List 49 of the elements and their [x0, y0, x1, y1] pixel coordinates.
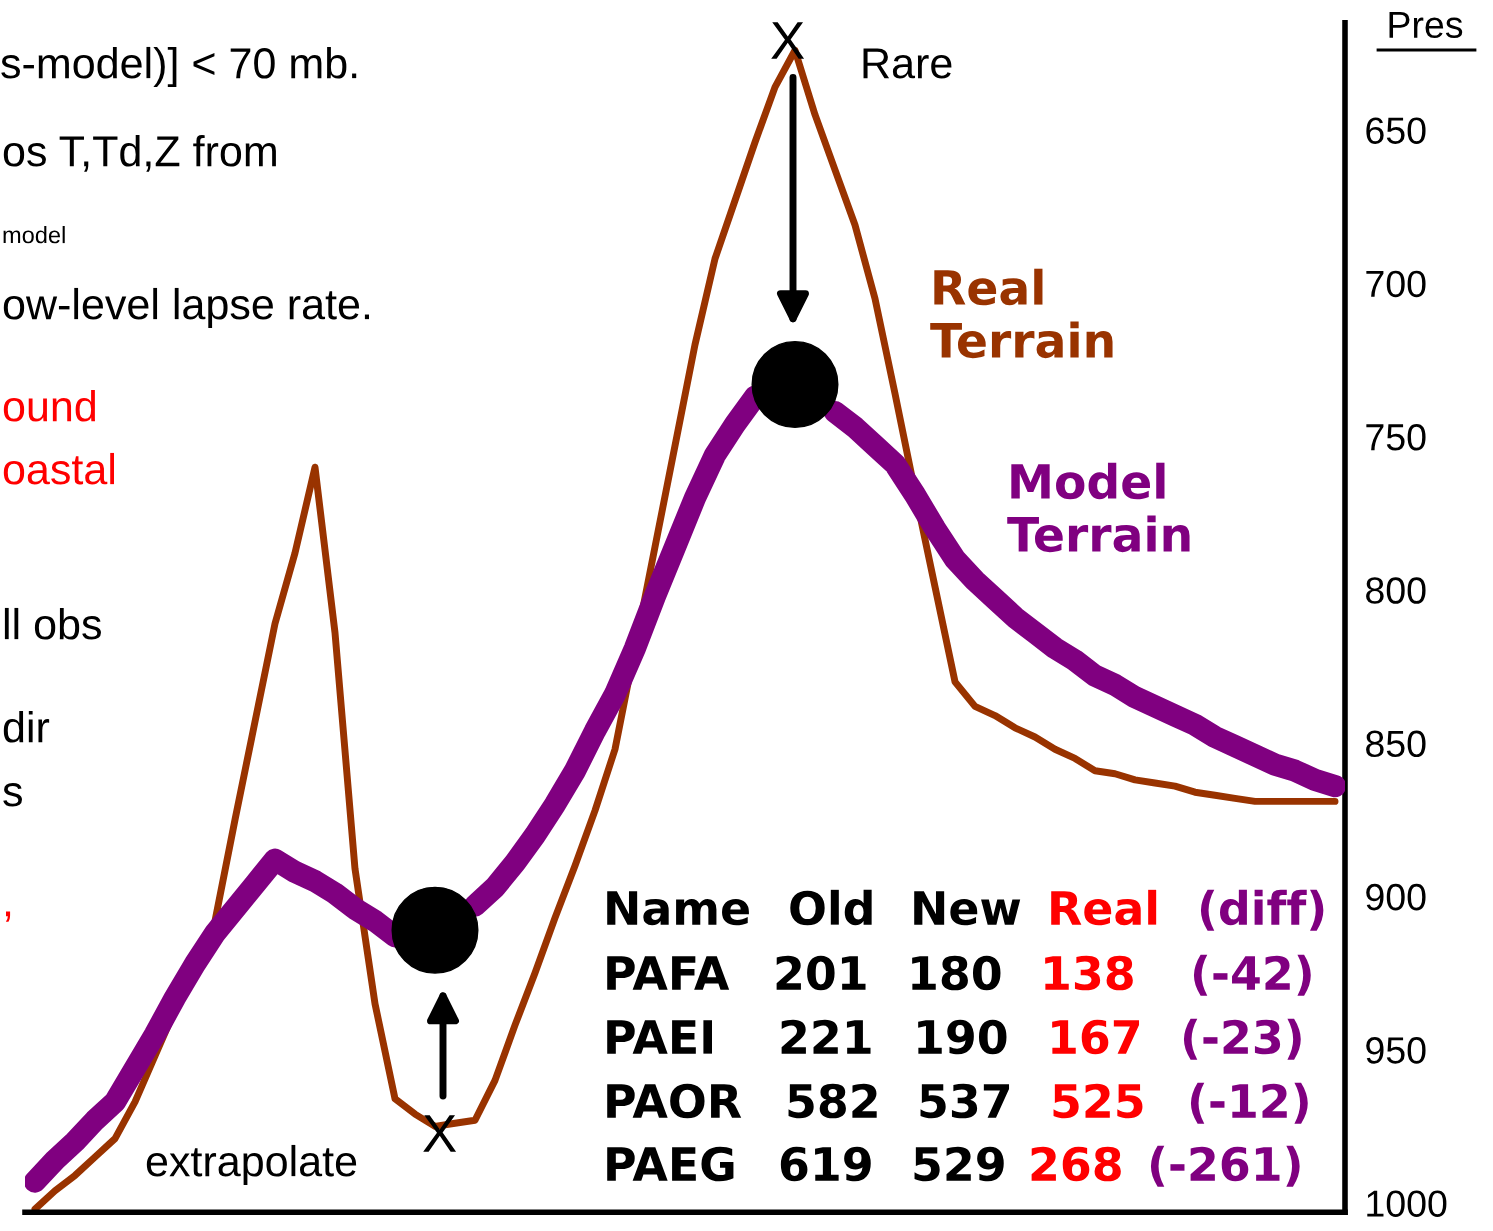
series-label: Real Terrain [930, 268, 1113, 359]
annotation: ll obs [4, 607, 101, 640]
annotation: dir [3, 710, 50, 743]
annotation: 167 [1052, 1019, 1140, 1055]
annotation: s-model)] < 70 mb. [1, 46, 357, 88]
annotation: os T,Td,Z from [3, 134, 276, 172]
annotation: Old [790, 889, 872, 926]
text: , [5, 911, 11, 922]
annotation: 180 [912, 955, 1001, 991]
y-tick-label: 1000 [1367, 1190, 1447, 1217]
y-axis-title: Pres [1389, 11, 1463, 39]
annotation: 582 [788, 1083, 877, 1119]
annotation: 138 [1045, 955, 1133, 991]
annotation: (-42) [1193, 954, 1311, 996]
annotation: 221 [781, 1019, 871, 1054]
series-label: Model Terrain [1007, 462, 1190, 553]
annotation: (diff) [1200, 889, 1324, 931]
annotation: X [771, 22, 805, 59]
y-tick-label: 650 [1366, 117, 1426, 144]
text: s [3, 783, 22, 807]
annotation: 529 [914, 1146, 1004, 1182]
annotation: model [3, 225, 65, 244]
annotation: ound [3, 389, 96, 422]
annotation: 201 [776, 955, 866, 991]
annotation: PAFA [607, 956, 730, 990]
annotation: Rare [863, 48, 952, 79]
y-tick-label: 900 [1366, 883, 1426, 911]
annotation: 525 [1053, 1083, 1143, 1119]
annotation: extrapolate [146, 1144, 357, 1186]
annotation: 619 [780, 1146, 871, 1182]
annotation: PAEG [607, 1146, 734, 1182]
annotation: PAEI [607, 1020, 713, 1054]
annotation: PAOR [607, 1083, 742, 1119]
annotation: (-23) [1183, 1018, 1301, 1060]
y-tick-label: 750 [1366, 423, 1426, 451]
annotation: ow-level lapse rate. [3, 287, 369, 329]
annotation: New [914, 891, 1021, 926]
annotation: oastal [3, 452, 115, 485]
y-tick-label: 950 [1366, 1037, 1426, 1064]
annotation: 537 [920, 1083, 1010, 1119]
annotation: (-261) [1150, 1145, 1300, 1187]
annotation: (-12) [1190, 1082, 1308, 1124]
y-tick-label: 700 [1366, 270, 1426, 298]
annotation: 268 [1031, 1146, 1121, 1182]
annotation: Name [607, 891, 749, 926]
y-tick-label: 800 [1366, 577, 1426, 604]
annotation: Real [1051, 889, 1157, 926]
y-tick-label: 850 [1366, 730, 1426, 758]
annotation: 190 [918, 1019, 1007, 1055]
